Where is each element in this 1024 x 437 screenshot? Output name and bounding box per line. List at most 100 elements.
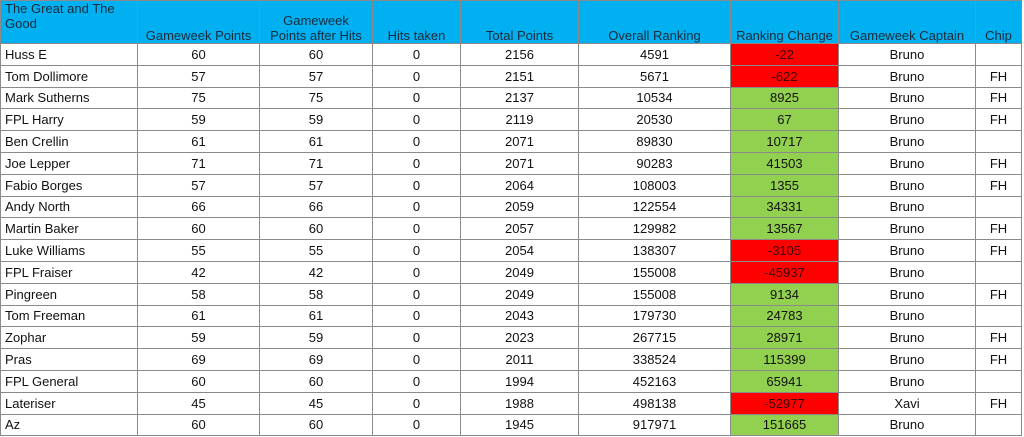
column-header: Gameweek Points after Hits	[259, 0, 373, 44]
table-cell: -22	[730, 43, 839, 66]
table-cell: 59	[137, 326, 260, 350]
table-cell: FH	[975, 391, 1022, 415]
table-row: Martin Baker 60 60 0 2057 129982 13567 Bruno FH	[0, 217, 1022, 241]
table-cell: Bruno	[838, 64, 976, 88]
table-cell: Bruno	[838, 260, 976, 284]
table-cell: Huss E	[0, 43, 138, 66]
table-cell: Zophar	[0, 326, 138, 350]
column-header: Overall Ranking	[578, 0, 731, 44]
column-header: Total Points	[460, 0, 579, 44]
table-cell: 71	[137, 151, 260, 175]
table-cell: 69	[137, 348, 260, 371]
table-cell: Mark Sutherns	[0, 86, 138, 110]
table-cell: -622	[730, 64, 839, 88]
table-cell: 60	[259, 369, 373, 393]
table-row: Lateriser 45 45 0 1988 498138 -52977 Xavi FH	[0, 391, 1022, 415]
table-cell: Bruno	[838, 151, 976, 175]
table-cell: FPL General	[0, 369, 138, 393]
table-cell: 2059	[460, 195, 579, 219]
table-cell: Bruno	[838, 239, 976, 262]
table-cell	[975, 260, 1022, 284]
table-cell	[975, 130, 1022, 153]
table-row: Pingreen 58 58 0 2049 155008 9134 Bruno FH	[0, 282, 1022, 306]
table-cell: 0	[372, 151, 461, 175]
table-header: The Great and The Good Gameweek Points Gam…	[0, 0, 1022, 44]
table-cell: 61	[259, 304, 373, 328]
table-cell: 60	[259, 43, 373, 66]
table-cell: Bruno	[838, 130, 976, 153]
table-row: Tom Dollimore 57 57 0 2151 5671 -622 Bruno FH	[0, 64, 1022, 88]
table-cell	[975, 304, 1022, 328]
table-cell: 2049	[460, 282, 579, 306]
table-cell: 0	[372, 173, 461, 197]
table-cell: FH	[975, 108, 1022, 132]
table-cell: 60	[137, 413, 260, 437]
table-cell: FH	[975, 173, 1022, 197]
table-cell: FH	[975, 86, 1022, 110]
table-cell: 42	[137, 260, 260, 284]
table-cell: 108003	[578, 173, 731, 197]
table-cell: Pras	[0, 348, 138, 371]
table-cell: 0	[372, 108, 461, 132]
table-cell: 0	[372, 391, 461, 415]
table-cell: 8925	[730, 86, 839, 110]
table-cell: Tom Freeman	[0, 304, 138, 328]
table-cell: 0	[372, 413, 461, 437]
table-cell: 1988	[460, 391, 579, 415]
table-cell: 5671	[578, 64, 731, 88]
table-cell: 65941	[730, 369, 839, 393]
table-cell	[975, 195, 1022, 219]
table-cell: -3105	[730, 239, 839, 262]
table-cell: 69	[259, 348, 373, 371]
table-cell: 2049	[460, 260, 579, 284]
table-cell: Bruno	[838, 217, 976, 241]
table-cell: 57	[137, 173, 260, 197]
table-cell: 452163	[578, 369, 731, 393]
table-cell: FH	[975, 326, 1022, 350]
table-cell: 24783	[730, 304, 839, 328]
table-cell: Bruno	[838, 195, 976, 219]
table-cell: -52977	[730, 391, 839, 415]
table-cell: 2064	[460, 173, 579, 197]
table-cell: 2071	[460, 130, 579, 153]
table-cell: 2137	[460, 86, 579, 110]
table-row: Ben Crellin 61 61 0 2071 89830 10717 Bruno	[0, 130, 1022, 153]
table-cell: 2054	[460, 239, 579, 262]
table-cell: 60	[259, 217, 373, 241]
table-cell: 0	[372, 43, 461, 66]
table-cell: FH	[975, 282, 1022, 306]
table-cell: 0	[372, 282, 461, 306]
table-row: Joe Lepper 71 71 0 2071 90283 41503 Bruno FH	[0, 151, 1022, 175]
column-header: Hits taken	[372, 0, 461, 44]
table-cell: 4591	[578, 43, 731, 66]
table-cell: 75	[259, 86, 373, 110]
table-cell: 57	[137, 64, 260, 88]
table-cell	[975, 43, 1022, 66]
table-cell: 9134	[730, 282, 839, 306]
table-cell	[975, 369, 1022, 393]
table-cell: 0	[372, 239, 461, 262]
table-cell: FPL Fraiser	[0, 260, 138, 284]
table-cell: 58	[137, 282, 260, 306]
table-cell: 151665	[730, 413, 839, 437]
table-cell: 60	[137, 217, 260, 241]
table-cell: 129982	[578, 217, 731, 241]
table-row: Az 60 60 0 1945 917971 151665 Bruno	[0, 413, 1022, 437]
table-cell: 1994	[460, 369, 579, 393]
table-cell: 338524	[578, 348, 731, 371]
table-cell: FH	[975, 348, 1022, 371]
table-cell: 20530	[578, 108, 731, 132]
column-header: Chip	[975, 0, 1022, 44]
table-cell: FH	[975, 239, 1022, 262]
header-row: The Great and The Good Gameweek Points Gam…	[0, 0, 1022, 44]
table-cell: 60	[137, 43, 260, 66]
table-cell: 61	[137, 304, 260, 328]
table-cell: Bruno	[838, 304, 976, 328]
table-cell: 57	[259, 64, 373, 88]
table-cell: 2151	[460, 64, 579, 88]
table-cell: 1355	[730, 173, 839, 197]
table-cell: 55	[259, 239, 373, 262]
table-cell: 28971	[730, 326, 839, 350]
